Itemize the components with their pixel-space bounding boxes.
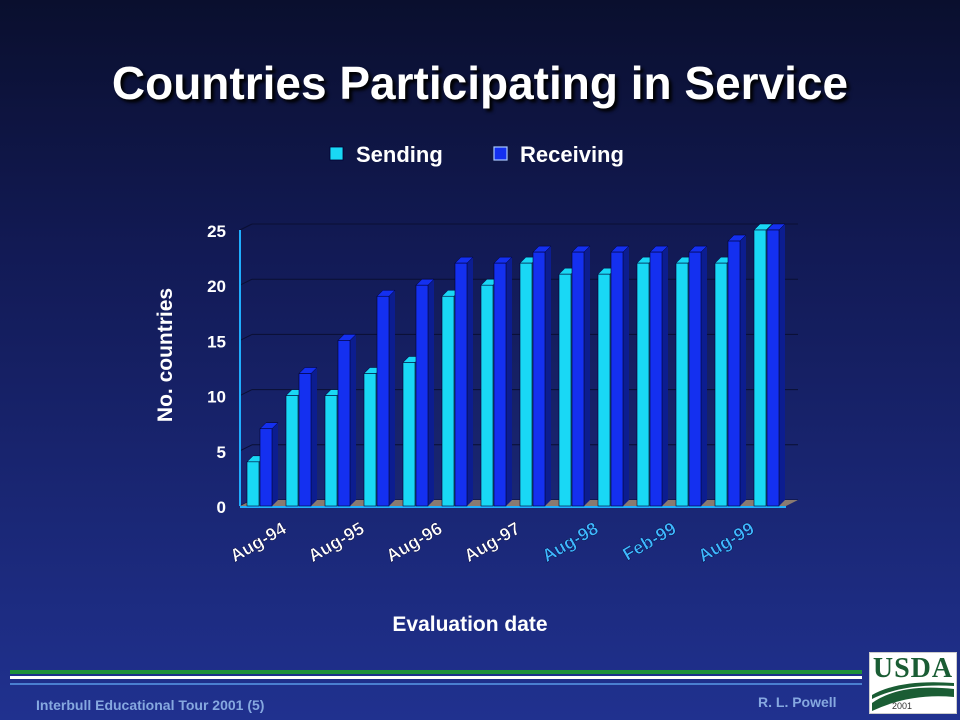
y-tick-label: 5: [217, 443, 226, 462]
bars: [246, 223, 786, 507]
x-tick-labels: Aug-94 Aug-95 Aug-96 Aug-97 Aug-98 Feb-99 Aug-…: [226, 518, 758, 566]
usda-logo-swoosh-icon: [872, 682, 954, 711]
bar-front-face: [259, 428, 273, 507]
x-tick-label: Aug-94: [227, 518, 290, 566]
bar-front-face: [753, 229, 767, 507]
bar-front-face: [376, 295, 390, 507]
bar-side-face: [584, 246, 590, 506]
y-tick-label: 15: [207, 332, 226, 351]
usda-logo-year: 2001: [891, 701, 912, 711]
bar-receiving: [649, 245, 669, 507]
gridline-side: [239, 223, 253, 231]
bar-receiving: [454, 256, 474, 507]
bar-side-face: [545, 246, 551, 506]
bar-front-face: [532, 251, 546, 507]
bar-front-face: [610, 251, 624, 507]
legend-label-receiving: Receiving: [520, 142, 624, 167]
bar-front-face: [402, 362, 416, 507]
footer-rule-blue: [10, 683, 862, 685]
bar-front-face: [337, 340, 351, 507]
footer-event-label: Interbull Educational Tour 2001 (5): [36, 697, 265, 713]
bar-front-face: [441, 295, 455, 507]
x-tick-label: Aug-95: [305, 518, 368, 566]
bar-front-face: [363, 373, 377, 507]
bar-front-face: [571, 251, 585, 507]
bar-side-face: [662, 246, 668, 506]
bar-front-face: [285, 395, 299, 507]
bar-front-face: [675, 262, 689, 507]
bar-receiving: [259, 422, 279, 507]
footer-rule-white: [10, 676, 862, 679]
bar-front-face: [298, 373, 312, 507]
y-tick-labels: 0 5 10 15 20 25: [207, 222, 226, 517]
bar-front-face: [636, 262, 650, 507]
usda-logo-text: USDA: [872, 653, 954, 684]
bar-front-face: [766, 229, 780, 507]
bar-front-face: [688, 251, 702, 507]
bar-receiving: [571, 245, 591, 507]
bar-side-face: [311, 367, 317, 506]
x-tick-label: Aug-96: [383, 518, 446, 566]
gridline-side: [239, 333, 253, 341]
y-tick-label: 20: [207, 277, 226, 296]
x-tick-label: Aug-97: [461, 518, 524, 566]
bar-receiving: [376, 289, 396, 507]
y-tick-label: 0: [217, 498, 226, 517]
bar-side-face: [272, 422, 278, 506]
legend-label-sending: Sending: [356, 142, 443, 167]
bar-side-face: [350, 334, 356, 506]
gridline-side: [239, 278, 253, 286]
slide-title: Countries Participating in Service: [111, 57, 849, 109]
bar-front-face: [558, 273, 572, 507]
y-axis-title: No. countries: [154, 288, 177, 422]
bar-front-face: [324, 395, 338, 507]
bar-side-face: [506, 257, 512, 506]
bar-receiving: [610, 245, 630, 507]
bar-receiving: [337, 334, 357, 507]
bar-front-face: [519, 262, 533, 507]
bar-receiving: [727, 234, 747, 507]
bar-front-face: [480, 284, 494, 507]
bar-front-face: [415, 284, 429, 507]
bar-side-face: [623, 246, 629, 506]
bar-front-face: [649, 251, 663, 507]
usda-logo: USDA 2001: [869, 652, 957, 714]
footer-author: R. L. Powell: [758, 694, 837, 710]
bar-front-face: [727, 240, 741, 507]
gridline-side: [239, 389, 253, 397]
bar-side-face: [779, 224, 785, 506]
x-tick-label: Feb-99: [619, 518, 679, 564]
bar-receiving: [688, 245, 708, 507]
footer-rule-green: [10, 670, 862, 674]
x-tick-label: Aug-98: [539, 518, 602, 566]
bar-side-face: [428, 279, 434, 506]
bar-receiving: [415, 278, 435, 507]
legend-swatch-receiving: [493, 146, 508, 161]
gridline-side: [239, 444, 253, 452]
x-tick-label: Aug-99: [695, 518, 758, 566]
bar-side-face: [389, 290, 395, 506]
bar-receiving: [532, 245, 552, 507]
chart-floor: [240, 500, 798, 506]
bar-front-face: [246, 461, 260, 507]
bar-front-face: [714, 262, 728, 507]
gridlines: [239, 223, 798, 507]
legend-swatch-sending: [329, 146, 344, 161]
legend: Sending Receiving: [329, 142, 624, 167]
bar-receiving: [298, 367, 318, 507]
bar-front-face: [454, 262, 468, 507]
bar-front-face: [493, 262, 507, 507]
bar-receiving: [766, 223, 786, 507]
bar-side-face: [467, 257, 473, 506]
bar-side-face: [740, 235, 746, 507]
y-tick-label: 10: [207, 388, 226, 407]
bar-receiving: [493, 256, 513, 507]
bar-side-face: [701, 246, 707, 506]
bar-front-face: [597, 273, 611, 507]
x-axis-title: Evaluation date: [392, 613, 547, 636]
y-tick-label: 25: [207, 222, 226, 241]
